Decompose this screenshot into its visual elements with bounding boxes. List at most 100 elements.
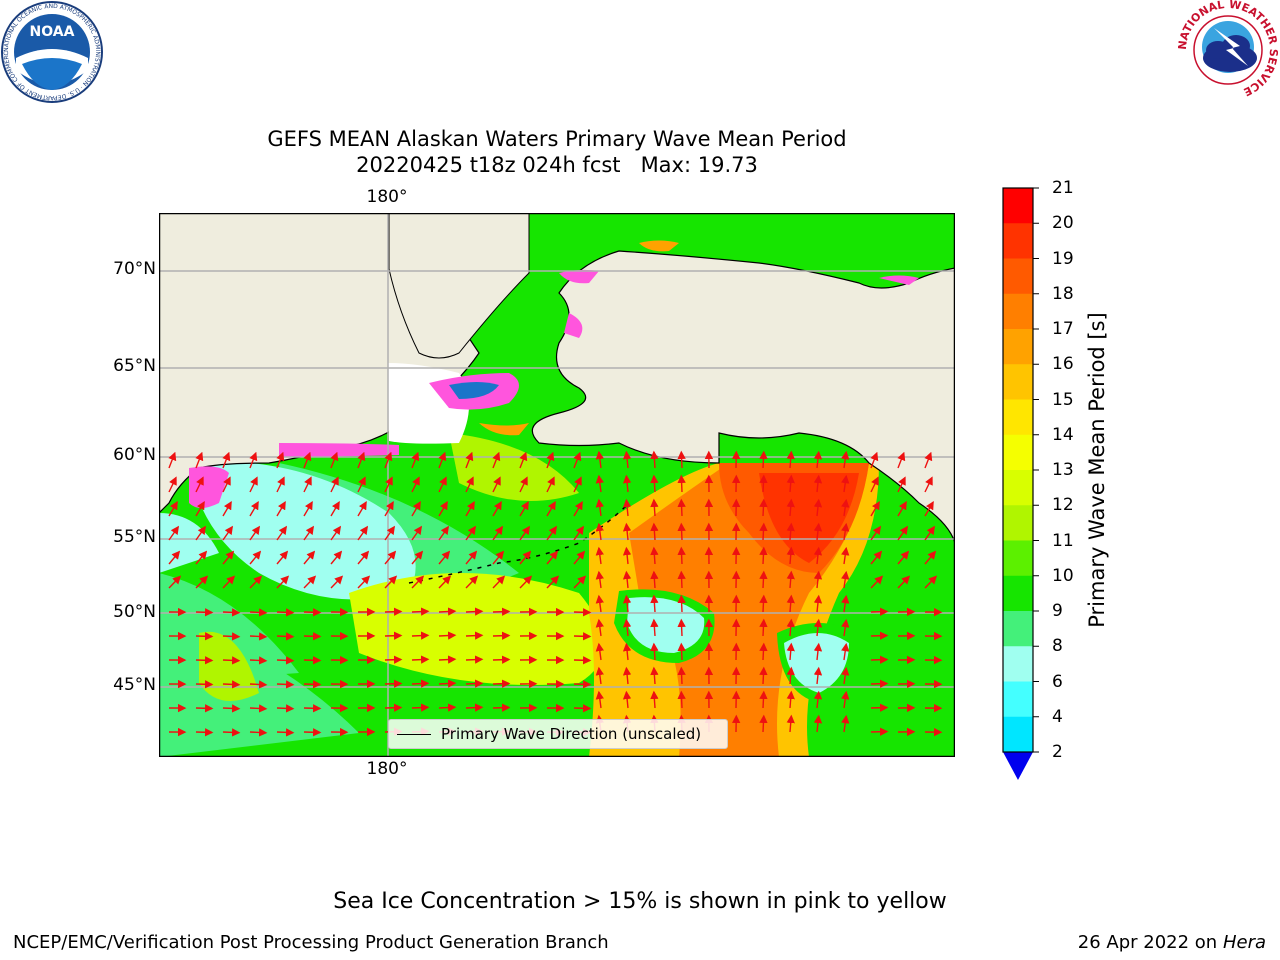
- wave-arrow: [546, 500, 556, 517]
- wave-arrow: [222, 632, 241, 641]
- wave-arrow: [622, 642, 632, 661]
- wave-arrow: [330, 451, 339, 469]
- wave-arrow: [813, 618, 823, 637]
- wave-arrow: [622, 594, 632, 613]
- wave-arrow: [622, 498, 632, 517]
- wave-arrow: [650, 666, 659, 685]
- wave-arrow: [357, 575, 371, 589]
- wave-arrow: [519, 550, 532, 565]
- wave-arrow: [595, 690, 604, 709]
- wave-arrow: [384, 500, 394, 517]
- wave-arrow: [897, 500, 907, 517]
- wave-arrow: [222, 728, 241, 737]
- colorbar-block: [1003, 293, 1033, 330]
- wave-arrow: [650, 522, 659, 541]
- wave-arrow: [303, 704, 322, 713]
- wave-arrow: [303, 728, 322, 737]
- wave-arrow: [411, 476, 420, 493]
- colorbar: [1002, 187, 1039, 780]
- wave-arrow: [249, 500, 259, 517]
- wave-arrow: [573, 680, 592, 689]
- colorbar-block: [1003, 223, 1033, 259]
- wave-arrow: [924, 525, 936, 541]
- wave-arrow: [841, 522, 850, 541]
- wave-arrow: [677, 594, 686, 613]
- wave-arrow: [384, 525, 396, 541]
- footer-host: Hera: [1222, 932, 1266, 953]
- wave-arrow: [677, 474, 686, 493]
- wave-arrow: [595, 666, 604, 685]
- wave-arrow: [492, 679, 511, 688]
- wave-arrow: [168, 575, 182, 589]
- wave-arrow: [303, 632, 322, 641]
- wave-arrow: [595, 570, 604, 589]
- colorbar-label: Primary Wave Mean Period [s]: [1085, 312, 1109, 628]
- wave-arrow: [519, 451, 528, 469]
- wave-arrow: [841, 546, 850, 565]
- wave-arrow: [677, 450, 686, 469]
- wave-arrow: [786, 618, 795, 637]
- wave-arrow: [841, 498, 850, 517]
- wave-arrow: [813, 690, 823, 709]
- wave-arrow: [249, 632, 268, 641]
- noaa-logo-text: NOAA: [30, 24, 75, 40]
- colorbar-block: [1003, 364, 1033, 400]
- wave-arrow: [195, 575, 209, 589]
- sea-ice-anadyr: [279, 443, 399, 457]
- wave-arrow: [870, 451, 879, 469]
- wave-arrow: [438, 703, 457, 712]
- wave-arrow: [573, 476, 582, 493]
- colorbar-block: [1003, 575, 1033, 612]
- wave-arrow: [924, 476, 933, 493]
- colorbar-tick-label: 21: [1052, 178, 1074, 198]
- wave-arrow: [870, 476, 879, 493]
- wave-arrow: [546, 476, 555, 493]
- wave-arrow: [841, 666, 850, 685]
- wave-arrow: [786, 570, 795, 589]
- wave-arrow: [411, 703, 430, 712]
- wave-arrow: [492, 550, 505, 565]
- wave-arrow: [492, 525, 504, 541]
- period-max-region: [759, 473, 859, 563]
- wave-arrow: [786, 498, 795, 517]
- wave-arrow: [813, 498, 823, 517]
- wave-arrow: [195, 704, 214, 713]
- wave-arrow: [222, 656, 241, 665]
- colorbar-tick-label: 9: [1052, 601, 1063, 621]
- wave-arrow: [303, 550, 316, 565]
- wave-arrow: [622, 522, 632, 541]
- wave-arrow: [759, 546, 768, 565]
- colorbar-tick-label: 6: [1052, 671, 1063, 692]
- wave-arrow: [384, 451, 393, 469]
- wave-arrow: [249, 728, 268, 737]
- wave-arrow: [411, 631, 430, 640]
- wave-arrow: [465, 703, 484, 712]
- wave-arrow: [759, 450, 768, 469]
- wave-arrow: [650, 570, 659, 589]
- wave-arrow: [870, 655, 889, 664]
- wave-arrow: [330, 525, 342, 541]
- wave-arrow: [195, 728, 214, 737]
- wave-arrow: [841, 690, 850, 709]
- sea-ice-note: Sea Ice Concentration > 15% is shown in …: [333, 889, 947, 914]
- wave-arrow: [411, 575, 425, 589]
- wave-arrow: [786, 642, 795, 661]
- wave-arrow: [650, 450, 659, 469]
- wave-arrow: [813, 474, 823, 493]
- lon-label-bottom: 180°: [366, 759, 408, 779]
- wave-arrow: [411, 607, 430, 616]
- wave-arrow: [841, 642, 850, 661]
- wave-arrow: [573, 550, 586, 565]
- colorbar-blocks: [1003, 188, 1033, 753]
- wave-arrow: [492, 631, 511, 640]
- wave-arrow: [897, 575, 911, 589]
- wave-arrow: [677, 642, 686, 661]
- wave-arrow: [870, 550, 883, 565]
- wave-arrow: [759, 642, 768, 661]
- wave-arrow: [303, 656, 322, 665]
- wave-arrow: [330, 476, 339, 493]
- wave-arrow: [438, 476, 447, 493]
- wave-arrow: [622, 474, 632, 493]
- wave-arrow: [650, 546, 659, 565]
- wave-arrow: [650, 642, 659, 661]
